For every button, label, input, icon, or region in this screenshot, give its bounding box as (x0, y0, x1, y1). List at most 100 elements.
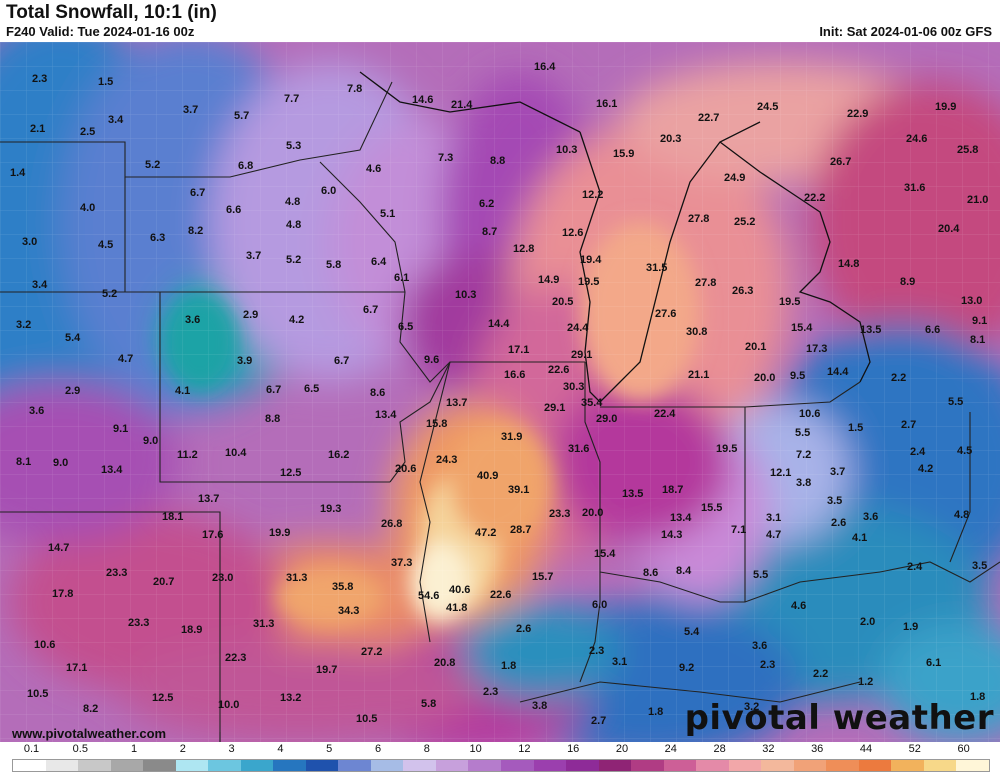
snowfall-value: 3.8 (532, 700, 547, 712)
snowfall-value: 1.8 (648, 706, 663, 718)
snowfall-value: 3.7 (246, 250, 261, 262)
snowfall-value: 14.4 (827, 366, 849, 378)
snowfall-value: 5.2 (286, 254, 301, 266)
snowfall-value: 20.3 (660, 133, 681, 145)
snowfall-value: 5.2 (145, 159, 160, 171)
legend-swatch (273, 760, 306, 771)
snowfall-value: 14.6 (412, 94, 433, 106)
snowfall-value: 18.1 (162, 511, 183, 523)
legend-swatch (533, 760, 567, 771)
snowfall-value: 8.1 (16, 456, 31, 468)
snowfall-value: 3.2 (744, 701, 759, 713)
snowfall-value: 13.4 (375, 409, 397, 421)
snowfall-value: 5.5 (795, 427, 810, 439)
snowfall-value: 27.2 (361, 646, 382, 658)
snowfall-map[interactable]: 2.3 1.5 2.1 2.5 3.4 3.7 5.7 7.7 7.8 14.6… (0, 42, 1000, 742)
snowfall-value: 4.0 (80, 202, 95, 214)
snowfall-value: 9.2 (679, 662, 694, 674)
source-url[interactable]: www.pivotalweather.com (12, 726, 167, 741)
snowfall-value: 14.8 (838, 258, 859, 270)
snowfall-value: 15.5 (701, 502, 722, 514)
snowfall-value: 6.0 (592, 599, 607, 611)
snowfall-value: 2.3 (483, 686, 498, 698)
legend-swatch (305, 760, 339, 771)
snowfall-value: 35.8 (332, 581, 353, 593)
legend-label: 6 (374, 743, 382, 755)
snowfall-value: 9.0 (53, 457, 68, 469)
snowfall-value: 20.8 (434, 657, 455, 669)
legend-swatch (891, 760, 924, 771)
legend-label: 52 (908, 743, 921, 755)
legend-swatch (78, 760, 111, 771)
snowfall-value: 24.5 (757, 101, 778, 113)
snowfall-value: 16.6 (504, 369, 525, 381)
snowfall-values: 2.3 1.5 2.1 2.5 3.4 3.7 5.7 7.7 7.8 14.6… (10, 61, 988, 727)
snowfall-value: 4.7 (766, 529, 781, 541)
snowfall-value: 2.5 (80, 126, 95, 138)
legend-swatch (370, 760, 404, 771)
legend-label: 10 (469, 743, 482, 755)
snowfall-value: 31.6 (568, 443, 589, 455)
snowfall-value: 3.5 (827, 495, 842, 507)
color-legend: 0.1 0.5 1 2 3 4 5 6 8 10 12 16 20 24 28 … (12, 743, 990, 772)
snowfall-value: 8.1 (970, 334, 985, 346)
snowfall-value: 15.7 (532, 571, 553, 583)
snowfall-value: 3.7 (183, 104, 198, 116)
snowfall-value: 14.3 (661, 529, 682, 541)
snowfall-value: 19.9 (935, 101, 956, 113)
snowfall-value: 2.2 (813, 668, 828, 680)
snowfall-value: 21.4 (451, 99, 473, 111)
snowfall-value: 4.1 (175, 385, 190, 397)
snowfall-value: 22.2 (804, 192, 825, 204)
snowfall-value: 31.6 (904, 182, 925, 194)
snowfall-value: 9.6 (424, 354, 439, 366)
snowfall-value: 4.2 (289, 314, 304, 326)
snowfall-value: 22.4 (654, 408, 676, 420)
snowfall-value: 1.8 (970, 691, 985, 703)
snowfall-value: 23.3 (106, 567, 127, 579)
snowfall-value: 9.1 (113, 423, 128, 435)
snowfall-value: 13.7 (198, 493, 219, 505)
snowfall-value: 12.1 (770, 467, 791, 479)
snowfall-value: 2.7 (591, 715, 606, 727)
snowfall-value: 1.9 (903, 621, 918, 633)
legend-label: 2 (179, 743, 186, 755)
legend-label: 3 (228, 743, 235, 755)
snowfall-value: 29.1 (571, 349, 592, 361)
snowfall-value: 20.0 (582, 507, 603, 519)
snowfall-value: 7.1 (731, 524, 746, 536)
snowfall-value: 2.3 (760, 659, 775, 671)
legend-label: 0.1 (23, 743, 40, 755)
snowfall-value: 3.5 (972, 560, 987, 572)
snowfall-value: 25.2 (734, 216, 755, 228)
snowfall-value: 22.6 (548, 364, 569, 376)
snowfall-value: 9.5 (790, 370, 805, 382)
legend-swatch (435, 760, 469, 771)
snowfall-value: 7.2 (796, 449, 811, 461)
snowfall-value: 4.7 (118, 353, 133, 365)
valid-time: F240 Valid: Tue 2024-01-16 00z (6, 24, 195, 39)
snowfall-value: 37.3 (391, 557, 412, 569)
brand-logo: pivotal weather (684, 698, 994, 738)
snowfall-value: 23.3 (128, 617, 149, 629)
map-title: Total Snowfall, 10:1 (in) (6, 2, 217, 23)
snowfall-value: 6.6 (226, 204, 241, 216)
snowfall-value: 8.6 (643, 567, 658, 579)
snowfall-value: 4.6 (791, 600, 806, 612)
snowfall-value: 10.3 (556, 144, 577, 156)
legend-swatch (338, 760, 371, 771)
legend-swatch (208, 760, 241, 771)
legend-label: 28 (713, 743, 726, 755)
snowfall-value: 6.3 (150, 232, 165, 244)
snowfall-value: 5.4 (65, 332, 81, 344)
legend-label: 60 (957, 743, 970, 755)
snowfall-value: 13.2 (280, 692, 301, 704)
legend-label: 12 (518, 743, 531, 755)
snowfall-value: 5.3 (286, 140, 301, 152)
snowfall-value: 47.2 (475, 527, 496, 539)
snowfall-value: 2.9 (65, 385, 80, 397)
snowfall-value: 9.1 (972, 315, 987, 327)
snowfall-value: 4.8 (954, 509, 969, 521)
snowfall-value: 2.6 (516, 623, 531, 635)
legend-swatch (175, 760, 209, 771)
